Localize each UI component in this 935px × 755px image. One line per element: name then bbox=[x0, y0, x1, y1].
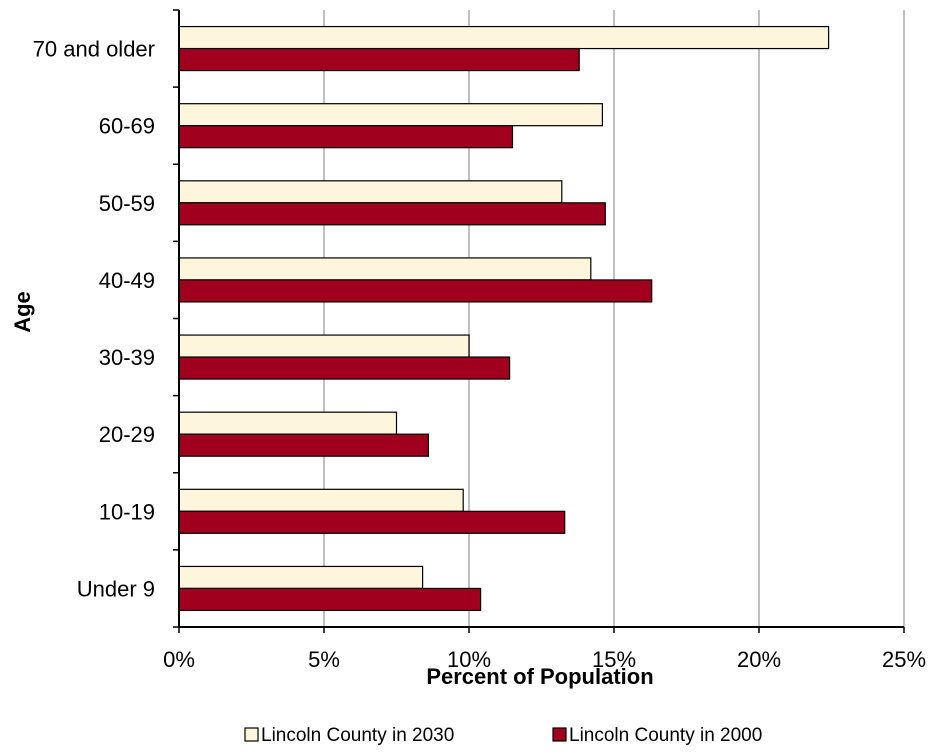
bar bbox=[178, 257, 592, 281]
bar bbox=[178, 334, 470, 358]
x-axis-title: Percent of Population bbox=[426, 664, 653, 689]
y-tick-label: 60-69 bbox=[99, 114, 155, 139]
axes bbox=[173, 9, 905, 633]
y-tick-label: 20-29 bbox=[99, 422, 155, 447]
x-tick-label: 15% bbox=[592, 647, 636, 672]
y-tick-label: 30-39 bbox=[99, 345, 155, 370]
y-tick-label: Under 9 bbox=[77, 576, 155, 601]
legend-label: Lincoln County in 2000 bbox=[569, 725, 762, 746]
legend-swatch bbox=[244, 727, 259, 742]
bar bbox=[178, 103, 603, 127]
y-tick-label: 50-59 bbox=[99, 191, 155, 216]
legend-swatch bbox=[552, 727, 567, 742]
y-tick-label: 10-19 bbox=[99, 499, 155, 524]
bar bbox=[178, 25, 830, 50]
x-tick-label: 20% bbox=[737, 647, 781, 672]
bar bbox=[178, 180, 563, 204]
x-tick-label: 10% bbox=[447, 647, 491, 672]
gridlines bbox=[323, 10, 905, 627]
bar bbox=[178, 47, 580, 72]
x-tick-label: 0% bbox=[163, 647, 195, 672]
y-tick-label: 40-49 bbox=[99, 268, 155, 293]
bar bbox=[178, 202, 606, 226]
bar bbox=[178, 279, 653, 303]
y-axis-title: Age bbox=[10, 291, 35, 333]
bars bbox=[178, 25, 830, 612]
y-tick-labels: Under 9 10-19 20-29 30-39 40-49 50-59 60-69 70 … bbox=[33, 37, 155, 602]
legend-label: Lincoln County in 2030 bbox=[261, 725, 454, 746]
bar bbox=[178, 356, 511, 380]
legend: Lincoln County in 2030 Lincoln County in … bbox=[244, 725, 762, 746]
bar bbox=[178, 488, 464, 512]
bar bbox=[178, 510, 566, 534]
bar bbox=[178, 587, 482, 612]
x-tick-labels: 0% 5% 10% 15% 20% 25% bbox=[163, 647, 926, 672]
bar bbox=[178, 125, 514, 149]
y-tick-label: 70 and older bbox=[33, 37, 155, 62]
bar bbox=[178, 565, 424, 590]
x-tick-label: 25% bbox=[882, 647, 926, 672]
bar bbox=[178, 433, 429, 457]
x-tick-label: 5% bbox=[308, 647, 340, 672]
bar bbox=[178, 411, 398, 435]
